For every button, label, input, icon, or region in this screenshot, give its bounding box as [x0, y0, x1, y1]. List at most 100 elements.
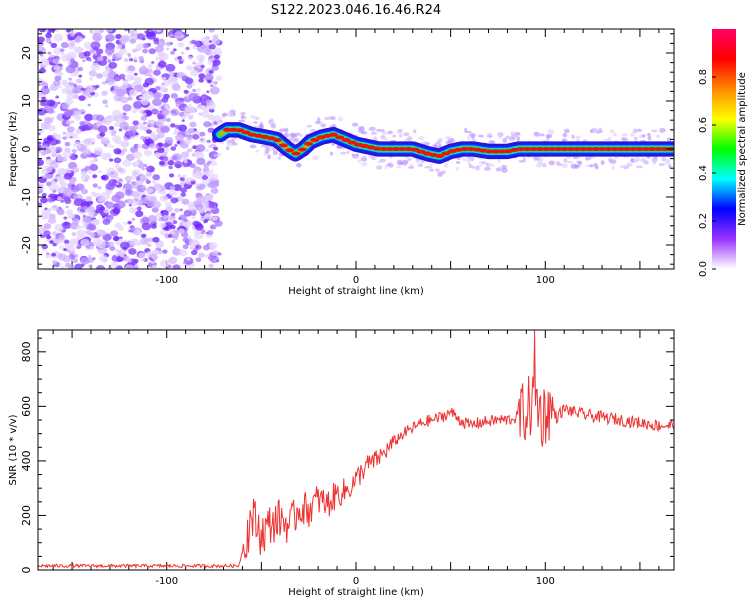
noise-cell	[110, 214, 115, 218]
ridge-halo	[562, 132, 568, 138]
noise-cell	[195, 144, 206, 152]
noise-cell	[136, 33, 145, 40]
noise-cell	[157, 142, 163, 148]
noise-cell	[92, 238, 103, 247]
noise-cell	[198, 73, 206, 79]
noise-cell	[97, 246, 108, 255]
ridge-halo	[283, 127, 289, 133]
ridge-peak	[385, 147, 395, 151]
noise-cell	[157, 147, 165, 154]
noise-cell	[105, 115, 115, 123]
noise-cell	[67, 61, 72, 65]
ridge-halo	[668, 164, 672, 169]
noise-cell	[111, 109, 122, 118]
ridge-peak	[622, 147, 632, 151]
ridge-halo	[373, 136, 378, 141]
noise-cell	[65, 119, 72, 125]
noise-cell	[196, 195, 207, 204]
ridge-peak	[610, 147, 620, 151]
noise-cell	[166, 119, 170, 123]
ridge-halo	[486, 134, 493, 138]
noise-cell	[182, 261, 187, 265]
ridge-halo	[317, 117, 321, 122]
noise-cell	[58, 230, 62, 233]
noise-cell	[171, 153, 182, 162]
noise-cell	[97, 125, 108, 134]
ridge-halo	[658, 163, 666, 167]
noise-cell	[115, 182, 119, 186]
ridge-halo	[609, 159, 617, 164]
noise-cell	[145, 110, 152, 116]
noise-cell	[43, 148, 51, 155]
ridge-halo	[417, 163, 423, 168]
ridge-peak	[297, 147, 307, 152]
ridge-peak	[578, 147, 588, 151]
noise-cell	[210, 187, 219, 194]
noise-cell	[117, 168, 124, 173]
ridge-peak	[528, 147, 538, 151]
ridge-halo	[534, 133, 540, 137]
noise-cell	[162, 151, 168, 156]
ridge-halo	[635, 165, 643, 169]
noise-cell	[178, 60, 183, 64]
noise-cell	[111, 58, 116, 62]
ridge-halo	[381, 130, 388, 136]
ridge-peak	[285, 148, 295, 153]
noise-cell	[109, 158, 114, 162]
noise-cell	[65, 205, 69, 209]
noise-cell	[162, 215, 168, 220]
noise-cell	[157, 60, 167, 68]
noise-cell	[213, 81, 218, 85]
noise-cell	[53, 64, 61, 71]
colorbar: 0.0 0.2 0.4 0.6 0.8 Normalized spectral ampli…	[698, 29, 748, 277]
ridge-peak	[341, 137, 351, 142]
noise-cell	[170, 50, 175, 55]
ridge-halo	[514, 132, 521, 136]
noise-cell	[81, 111, 85, 115]
ridge-halo	[619, 164, 626, 168]
ridge-halo	[651, 129, 658, 133]
noise-cell	[69, 32, 76, 37]
ridge-halo	[577, 161, 583, 165]
ridge-halo	[497, 159, 501, 163]
noise-cell	[99, 132, 106, 137]
noise-cell	[104, 144, 108, 147]
noise-cell	[172, 264, 181, 269]
ridge-peak	[641, 147, 651, 151]
noise-cell	[135, 132, 139, 136]
spec-ytick-label: 10	[20, 94, 33, 108]
ridge-halo	[495, 167, 503, 172]
noise-cell	[217, 252, 222, 256]
ridge-halo	[402, 159, 409, 165]
noise-cell	[57, 196, 63, 201]
noise-cell	[169, 185, 176, 191]
noise-cell	[186, 83, 193, 89]
noise-cell	[171, 240, 175, 243]
ridge-halo	[465, 130, 472, 134]
ridge-halo	[435, 168, 440, 172]
noise-cell	[50, 42, 58, 48]
noise-cell	[56, 167, 67, 176]
ridge-halo	[407, 157, 412, 161]
noise-cell	[177, 195, 184, 202]
ridge-halo	[638, 135, 642, 139]
noise-cell	[79, 208, 86, 213]
noise-cell	[199, 104, 207, 111]
noise-cell	[67, 245, 76, 253]
noise-cell	[47, 136, 53, 141]
noise-cell	[71, 232, 77, 237]
noise-cell	[100, 152, 111, 161]
noise-cell	[160, 209, 169, 217]
noise-cell	[212, 216, 219, 221]
ridge-halo	[383, 137, 389, 141]
noise-cell	[54, 69, 62, 76]
ridge-peak	[272, 138, 282, 143]
noise-cell	[128, 248, 137, 255]
ridge-peak	[516, 147, 526, 151]
ridge-peak	[566, 147, 576, 151]
noise-cell	[86, 230, 92, 236]
noise-cell	[71, 86, 81, 94]
ridge-halo	[664, 159, 671, 165]
noise-cell	[51, 252, 56, 257]
